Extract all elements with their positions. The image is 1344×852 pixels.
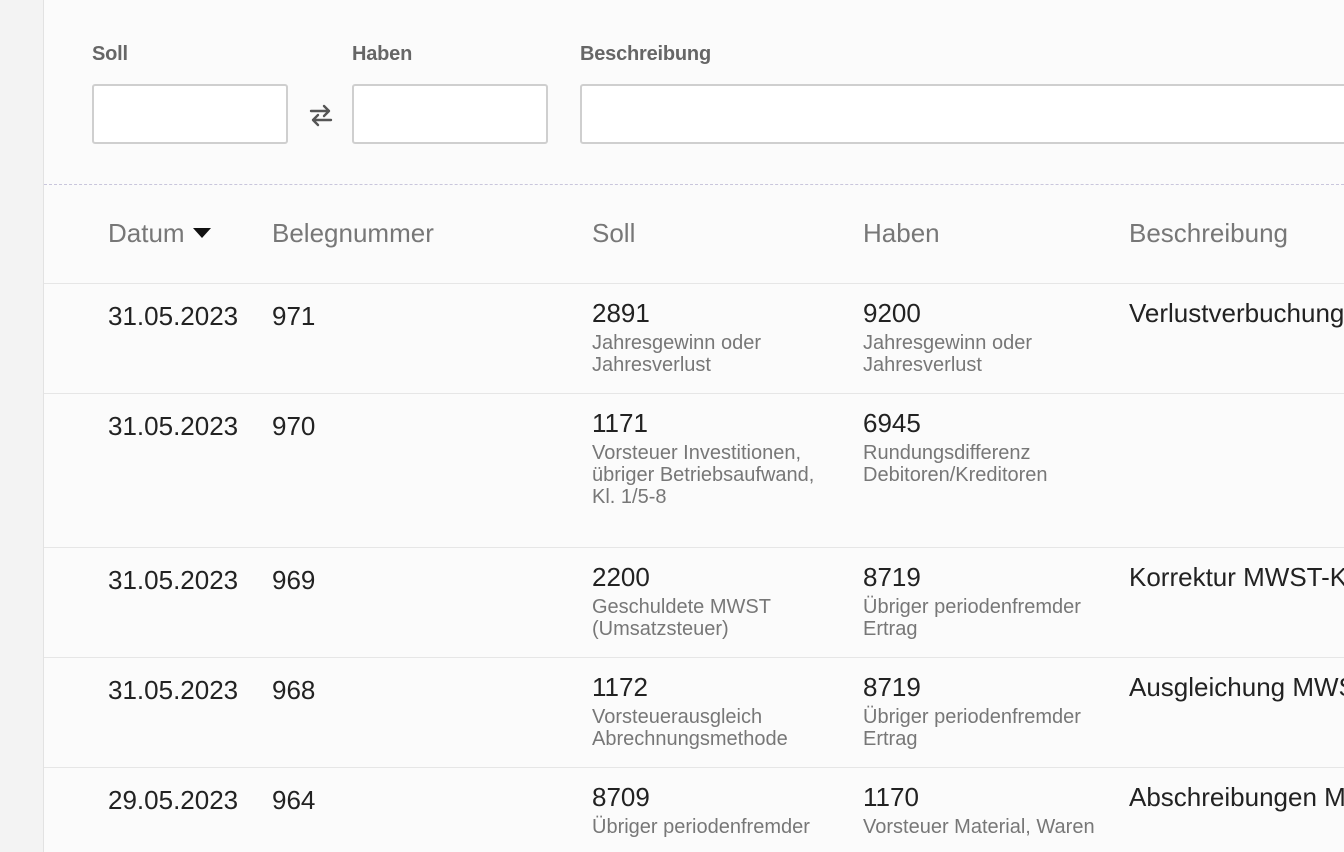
soll-account-number: 8709 [592,782,650,812]
beschreibung-filter-label: Beschreibung [580,43,711,65]
row-date: 31.05.2023 [108,675,239,705]
soll-account-number: 1172 [592,672,648,702]
row-number: 964 [272,785,316,815]
table-row[interactable]: 31.05.2023 969 2200 Geschuldete MWST (Um… [44,548,1344,658]
soll-filter-input[interactable] [92,84,288,144]
table-row[interactable]: 31.05.2023 971 2891 Jahresgewinn oder Ja… [44,284,1344,394]
haben-account-name: Übriger periodenfremder Ertrag [863,706,1081,750]
soll-account-number: 2200 [592,562,650,592]
journal-panel: Soll Haben Beschreibung Datum Belegnumme… [44,0,1344,852]
soll-account-name: Vorsteuerausgleich Abrechnungsmethode [592,706,788,750]
soll-account-number: 2891 [592,298,650,328]
haben-account-number: 8719 [863,562,921,592]
soll-account-name: Geschuldete MWST (Umsatzsteuer) [592,596,771,640]
haben-filter-input[interactable] [352,84,548,144]
row-description: Korrektur MWST-K [1129,562,1344,592]
haben-account-name: Jahresgewinn oder Jahresverlust [863,332,1032,376]
soll-account-name: Vorsteuer Investitionen, übriger Betrieb… [592,442,815,508]
haben-account-name: Vorsteuer Material, Waren [863,816,1095,838]
haben-account-name: Rundungsdifferenz Debitoren/Kreditoren [863,442,1048,486]
table-row[interactable]: 29.05.2023 964 8709 Übriger periodenfrem… [44,768,1344,852]
column-header-datum[interactable]: Datum [108,218,211,249]
table-row[interactable]: 31.05.2023 970 1171 Vorsteuer Investitio… [44,394,1344,548]
haben-account-number: 1170 [863,782,919,812]
table-header [44,185,1344,284]
haben-account-name: Übriger periodenfremder Ertrag [863,596,1081,640]
column-header-soll[interactable]: Soll [592,218,636,248]
row-description: Ausgleichung MWS [1129,672,1344,702]
row-number: 969 [272,565,316,595]
soll-filter-label: Soll [92,43,128,65]
haben-account-number: 8719 [863,672,921,702]
column-header-beschreibung[interactable]: Beschreibung [1129,218,1288,248]
row-date: 31.05.2023 [108,411,239,441]
row-date: 29.05.2023 [108,785,239,815]
row-date: 31.05.2023 [108,565,239,595]
column-header-haben[interactable]: Haben [863,218,940,248]
column-header-belegnummer[interactable]: Belegnummer [272,218,434,248]
row-description: Abschreibungen M [1129,782,1344,812]
soll-account-number: 1171 [592,408,648,438]
column-header-datum-label: Datum [108,218,185,248]
filter-bar: Soll Haben Beschreibung [44,0,1344,185]
row-date: 31.05.2023 [108,301,239,331]
soll-account-name: Jahresgewinn oder Jahresverlust [592,332,761,376]
sort-descending-icon [192,228,211,239]
beschreibung-filter-input[interactable] [580,84,1344,144]
haben-account-number: 6945 [863,408,921,438]
row-number: 970 [272,411,316,441]
table-row[interactable]: 31.05.2023 968 1172 Vorsteuerausgleich A… [44,658,1344,768]
haben-filter-label: Haben [352,43,413,65]
row-number: 971 [272,301,316,331]
sidebar-strip [0,0,44,852]
soll-account-name: Übriger periodenfremder [592,816,810,838]
swap-arrows-icon[interactable] [308,102,334,128]
haben-account-number: 9200 [863,298,921,328]
row-number: 968 [272,675,316,705]
row-description: Verlustverbuchung [1129,298,1344,328]
